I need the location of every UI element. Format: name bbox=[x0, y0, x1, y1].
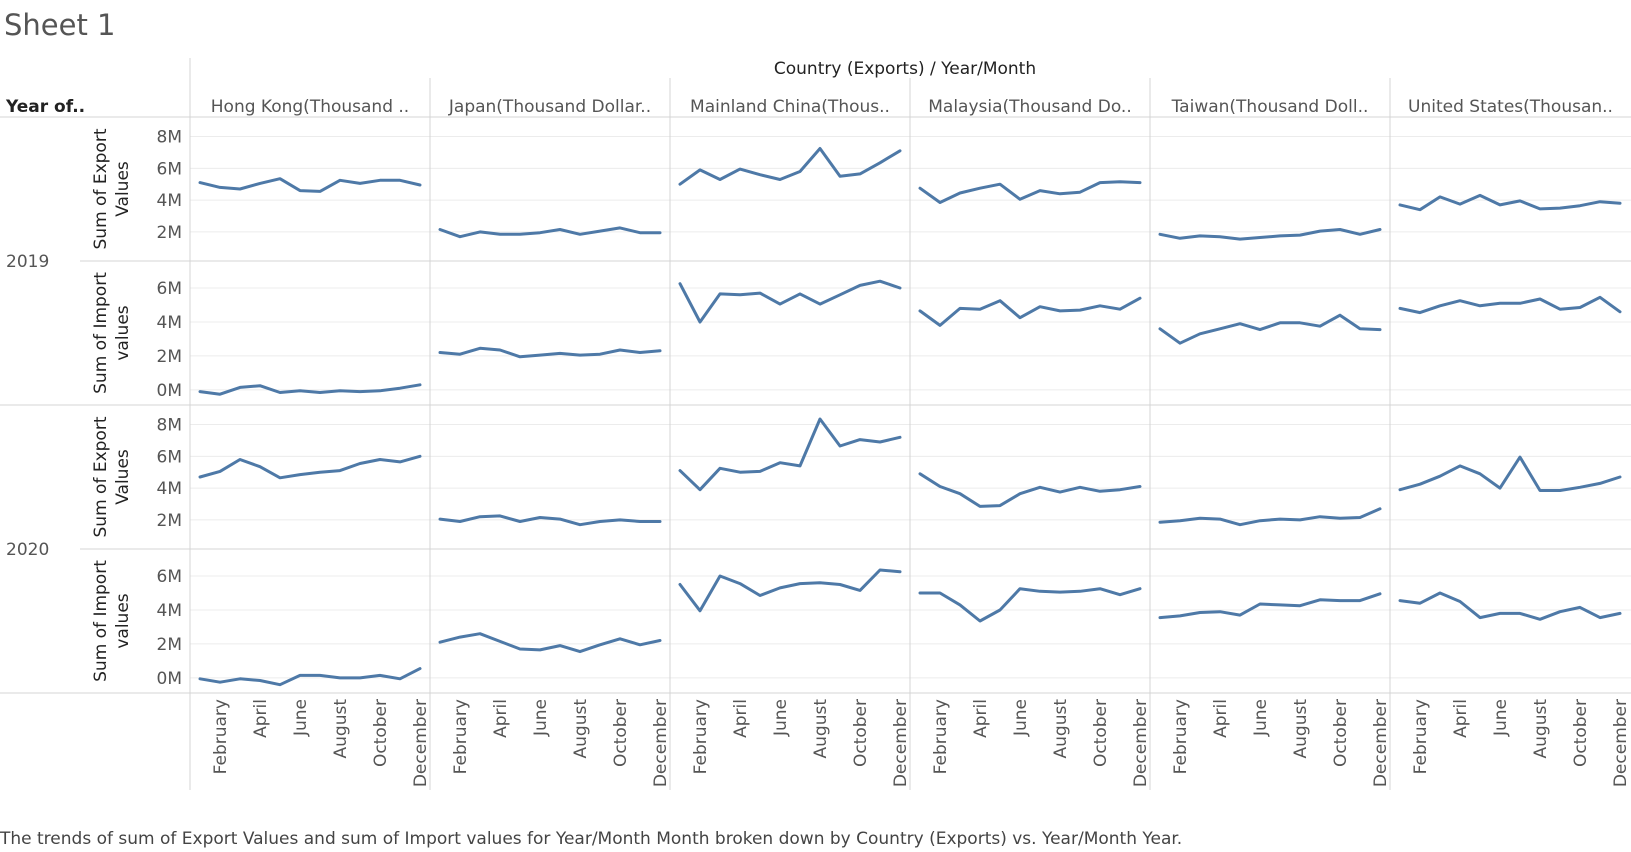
measure-label-line2: values bbox=[113, 593, 133, 648]
y-tick-label: 2M bbox=[157, 511, 182, 531]
x-tick-label: December bbox=[651, 699, 671, 787]
x-tick-label: February bbox=[931, 699, 951, 774]
x-tick-label: February bbox=[211, 699, 231, 774]
x-tick-label: June bbox=[291, 699, 311, 737]
x-tick-label: February bbox=[1411, 699, 1431, 774]
y-tick-label: 0M bbox=[157, 381, 182, 401]
series-line-2020-import-1 bbox=[200, 669, 420, 685]
x-tick-label: October bbox=[1571, 699, 1591, 767]
x-tick-label: April bbox=[1451, 699, 1471, 738]
y-tick-label: 0M bbox=[157, 669, 182, 689]
series-line-2020-import-4 bbox=[920, 589, 1140, 621]
column-header-5: Taiwan(Thousand Doll.. bbox=[1171, 97, 1369, 117]
series-line-2019-export-4 bbox=[920, 182, 1140, 203]
series-line-2020-export-6 bbox=[1400, 457, 1620, 490]
x-tick-label: June bbox=[1011, 699, 1031, 737]
column-header-1: Hong Kong(Thousand .. bbox=[211, 97, 409, 117]
x-tick-label: February bbox=[691, 699, 711, 774]
measure-label-line1: Sum of Export bbox=[91, 128, 111, 249]
year-label-2019: 2019 bbox=[6, 252, 49, 272]
chart-caption: The trends of sum of Export Values and s… bbox=[0, 829, 1182, 849]
x-tick-label: August bbox=[331, 699, 351, 759]
x-tick-label: October bbox=[1331, 699, 1351, 767]
y-tick-label: 4M bbox=[157, 191, 182, 211]
y-tick-label: 2M bbox=[157, 347, 182, 367]
x-tick-label: June bbox=[1491, 699, 1511, 737]
x-tick-label: April bbox=[731, 699, 751, 738]
x-tick-label: October bbox=[851, 699, 871, 767]
x-tick-label: June bbox=[1251, 699, 1271, 737]
column-header-4: Malaysia(Thousand Do.. bbox=[928, 97, 1132, 117]
series-line-2020-import-2 bbox=[440, 634, 660, 652]
series-line-2019-import-3 bbox=[680, 281, 900, 322]
series-line-2019-export-3 bbox=[680, 149, 900, 185]
trellis-line-chart: Country (Exports) / Year/Month Year of.. H… bbox=[0, 0, 1631, 820]
y-tick-label: 6M bbox=[157, 279, 182, 299]
y-tick-label: 4M bbox=[157, 479, 182, 499]
x-tick-label: October bbox=[1091, 699, 1111, 767]
x-tick-label: August bbox=[1531, 699, 1551, 759]
x-tick-label: December bbox=[1371, 699, 1391, 787]
year-label-2020: 2020 bbox=[6, 540, 49, 560]
series-line-2019-import-6 bbox=[1400, 297, 1620, 312]
y-tick-label: 2M bbox=[157, 223, 182, 243]
chart-title: Country (Exports) / Year/Month bbox=[774, 59, 1036, 79]
y-tick-label: 4M bbox=[157, 601, 182, 621]
series-line-2019-export-5 bbox=[1160, 230, 1380, 240]
x-tick-label: December bbox=[1131, 699, 1151, 787]
measure-label-line2: Values bbox=[113, 449, 133, 505]
x-tick-label: October bbox=[611, 699, 631, 767]
series-line-2019-import-4 bbox=[920, 298, 1140, 325]
series-line-2020-export-5 bbox=[1160, 509, 1380, 525]
series-line-2020-import-6 bbox=[1400, 593, 1620, 619]
measure-label-line1: Sum of Export bbox=[91, 416, 111, 537]
series-line-2019-import-5 bbox=[1160, 315, 1380, 343]
y-tick-label: 6M bbox=[157, 159, 182, 179]
x-tick-label: December bbox=[891, 699, 911, 787]
x-tick-label: August bbox=[1291, 699, 1311, 759]
x-tick-label: August bbox=[571, 699, 591, 759]
x-tick-label: August bbox=[1051, 699, 1071, 759]
y-tick-label: 6M bbox=[157, 567, 182, 587]
series-line-2020-export-3 bbox=[680, 419, 900, 490]
column-header-2: Japan(Thousand Dollar.. bbox=[448, 97, 651, 117]
x-tick-label: December bbox=[1611, 699, 1631, 787]
x-tick-label: August bbox=[811, 699, 831, 759]
y-tick-label: 8M bbox=[157, 416, 182, 436]
x-tick-label: April bbox=[971, 699, 991, 738]
x-tick-label: February bbox=[451, 699, 471, 774]
row-header-label: Year of.. bbox=[5, 97, 85, 117]
series-line-2019-export-6 bbox=[1400, 195, 1620, 209]
series-line-2019-export-1 bbox=[200, 179, 420, 192]
measure-label-line1: Sum of Import bbox=[91, 272, 111, 394]
column-header-3: Mainland China(Thous.. bbox=[690, 97, 890, 117]
series-line-2020-export-4 bbox=[920, 474, 1140, 507]
series-line-2020-export-1 bbox=[200, 456, 420, 478]
x-tick-label: April bbox=[1211, 699, 1231, 738]
measure-label-line2: values bbox=[113, 305, 133, 360]
x-tick-label: April bbox=[491, 699, 511, 738]
x-tick-label: December bbox=[411, 699, 431, 787]
x-tick-label: June bbox=[531, 699, 551, 737]
series-line-2020-import-5 bbox=[1160, 594, 1380, 618]
y-tick-label: 4M bbox=[157, 313, 182, 333]
x-tick-label: April bbox=[251, 699, 271, 738]
column-header-6: United States(Thousan.. bbox=[1408, 97, 1613, 117]
measure-label-line1: Sum of Import bbox=[91, 560, 111, 682]
y-tick-label: 8M bbox=[157, 128, 182, 148]
y-tick-label: 2M bbox=[157, 635, 182, 655]
x-tick-label: June bbox=[771, 699, 791, 737]
x-tick-label: October bbox=[371, 699, 391, 767]
measure-label-line2: Values bbox=[113, 161, 133, 217]
x-tick-label: February bbox=[1171, 699, 1191, 774]
y-tick-label: 6M bbox=[157, 447, 182, 467]
